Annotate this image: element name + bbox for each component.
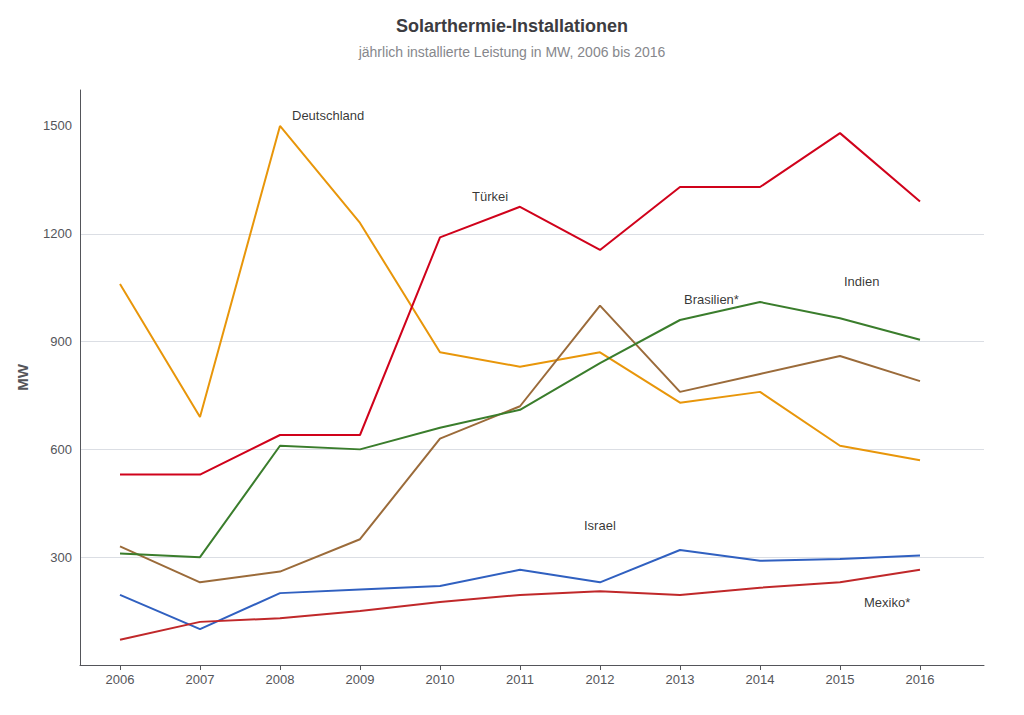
svg-text:2016: 2016 [906,672,935,687]
svg-text:2007: 2007 [186,672,215,687]
svg-text:1500: 1500 [43,118,72,133]
svg-text:MW: MW [14,363,31,390]
svg-text:Deutschland: Deutschland [292,108,364,123]
svg-text:jährlich installierte Leistung: jährlich installierte Leistung in MW, 20… [358,44,666,60]
svg-text:Indien: Indien [844,274,879,289]
svg-text:2009: 2009 [346,672,375,687]
svg-text:Solarthermie-Installationen: Solarthermie-Installationen [396,16,628,36]
svg-text:Türkei: Türkei [472,189,508,204]
svg-text:2013: 2013 [666,672,695,687]
svg-text:1200: 1200 [43,226,72,241]
svg-text:2010: 2010 [426,672,455,687]
svg-text:2012: 2012 [586,672,615,687]
svg-text:Mexiko*: Mexiko* [864,595,910,610]
svg-text:300: 300 [50,550,72,565]
svg-text:2011: 2011 [506,672,534,687]
svg-text:2006: 2006 [106,672,135,687]
svg-text:2008: 2008 [266,672,295,687]
svg-text:2014: 2014 [746,672,775,687]
svg-text:2015: 2015 [826,672,855,687]
svg-text:Brasilien*: Brasilien* [684,292,739,307]
svg-text:600: 600 [50,442,72,457]
svg-text:900: 900 [50,334,72,349]
svg-text:Israel: Israel [584,518,616,533]
